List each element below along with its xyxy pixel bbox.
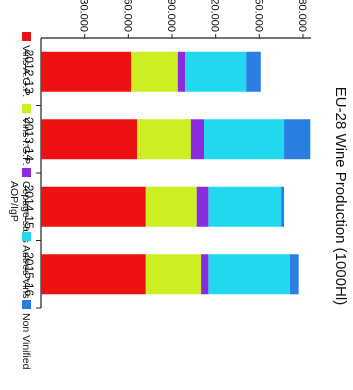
chart-title: EU-28 Wine Production (1000Hl) bbox=[332, 87, 349, 305]
bar-segment bbox=[177, 51, 186, 92]
bar-segment bbox=[201, 254, 209, 295]
value-tick-label: 90.000 bbox=[165, 0, 177, 32]
category-label: 2015-16 bbox=[22, 252, 36, 296]
bar-segment bbox=[41, 186, 146, 227]
legend-swatch bbox=[22, 232, 31, 241]
plot-area: 30.000 60.000 90.000 120.000 150.000 180.000 2… bbox=[22, 0, 311, 309]
value-tick-label: 180.000 bbox=[296, 0, 308, 32]
legend-label: Non Vinified bbox=[20, 313, 32, 370]
bar-segment bbox=[289, 254, 299, 295]
bar-segment bbox=[41, 254, 146, 295]
value-tick-label: 60.000 bbox=[121, 0, 133, 32]
legend-swatch bbox=[22, 168, 31, 177]
bar-segment bbox=[137, 119, 191, 160]
bar-segment bbox=[41, 51, 132, 92]
legend-label: AOP/IgP bbox=[8, 181, 20, 222]
bar-segment bbox=[185, 51, 247, 92]
bar-segment bbox=[208, 186, 282, 227]
bar-segment bbox=[246, 51, 261, 92]
legend-swatch bbox=[22, 300, 31, 309]
value-tick-label: 30.000 bbox=[78, 0, 90, 32]
bar-segment bbox=[190, 119, 205, 160]
legend-label: Autres Vins bbox=[20, 245, 32, 299]
legend-label: Vins A.O.P. bbox=[20, 45, 32, 97]
bar-segment bbox=[41, 119, 138, 160]
value-tick-label: 150.000 bbox=[252, 0, 264, 32]
bar-segment bbox=[284, 119, 311, 160]
category-label: 2014-15 bbox=[22, 185, 36, 229]
bar-segment bbox=[208, 254, 290, 295]
legend: Vins A.O.P. Vins I.G.P. Cépage sansAOP/IgP… bbox=[8, 32, 32, 370]
legend-label: Cépage sans bbox=[20, 181, 32, 243]
value-tick-label: 120.000 bbox=[209, 0, 221, 32]
bar-segment bbox=[204, 119, 285, 160]
legend-swatch bbox=[22, 104, 31, 113]
legend-label: Vins I.G.P. bbox=[20, 117, 32, 166]
bar-segment bbox=[145, 186, 197, 227]
bar-segment bbox=[281, 186, 285, 227]
legend-swatch bbox=[22, 32, 31, 41]
bar-segment bbox=[196, 186, 209, 227]
category-label: 2013-14 bbox=[22, 117, 36, 161]
category-label: 2012-13 bbox=[22, 50, 36, 94]
bar-segment bbox=[145, 254, 202, 295]
bar-segment bbox=[131, 51, 178, 92]
